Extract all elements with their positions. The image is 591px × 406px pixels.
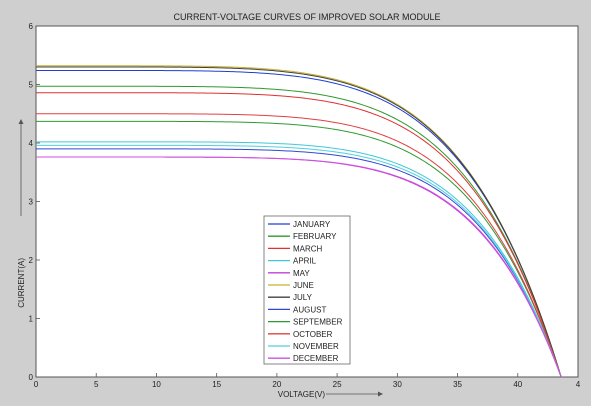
legend-label: MARCH — [293, 244, 323, 253]
series-line-march — [36, 92, 562, 378]
y-tick-label: 2 — [29, 256, 34, 265]
y-axis-arrowhead — [18, 119, 24, 124]
y-tick-label: 0 — [29, 373, 34, 382]
x-axis-label: VOLTAGE(V) — [278, 390, 326, 399]
y-tick-label: 6 — [29, 22, 34, 31]
chart-title: CURRENT-VOLTAGE CURVES OF IMPROVED SOLAR… — [173, 12, 440, 22]
y-axis-label: CURRENT(A) — [17, 258, 26, 308]
legend-label: SEPTEMBER — [293, 318, 343, 327]
series-line-january — [36, 69, 562, 378]
legend-label: DECEMBER — [293, 354, 339, 363]
legend-label: JANUARY — [293, 220, 331, 229]
x-tick-label: 15 — [212, 380, 221, 389]
legend-label: FEBRUARY — [293, 232, 337, 241]
series-line-august — [36, 148, 562, 378]
legend-label: JUNE — [293, 281, 314, 290]
x-tick-label: 5 — [94, 380, 99, 389]
x-tick-label: 4 — [576, 380, 581, 389]
series-line-july — [36, 66, 562, 378]
x-tick-label: 40 — [513, 380, 522, 389]
series-line-november — [36, 144, 562, 378]
series-line-september — [35, 120, 562, 378]
x-tick-label: 25 — [333, 380, 342, 389]
series-layer — [35, 65, 562, 378]
series-line-october — [36, 113, 562, 378]
legend-label: AUGUST — [293, 305, 326, 314]
y-tick-label: 5 — [29, 81, 34, 90]
x-tick-label: 0 — [34, 380, 39, 389]
legend-items: JANUARY FEBRUARY MARCH APRIL MAY JUNE JULY AUGU… — [268, 220, 343, 363]
legend-box — [263, 215, 351, 365]
y-tick-label: 3 — [29, 198, 34, 207]
x-tick-label: 10 — [152, 380, 161, 389]
x-tick-label: 20 — [272, 380, 281, 389]
series-line-april — [36, 141, 562, 378]
x-axis-arrowhead — [378, 391, 383, 397]
legend-label: NOVEMBER — [293, 342, 339, 351]
x-tick-label: 30 — [393, 380, 402, 389]
x-tick-label: 35 — [453, 380, 462, 389]
legend-label: OCTOBER — [293, 330, 333, 339]
legend-label: JULY — [293, 293, 313, 302]
legend-label: MAY — [293, 269, 310, 278]
y-tick-label: 4 — [29, 139, 34, 148]
legend: JANUARY FEBRUARY MARCH APRIL MAY JUNE JULY AUGU… — [263, 215, 351, 365]
legend-label: APRIL — [293, 257, 317, 266]
y-tick-label: 1 — [29, 315, 34, 324]
series-line-february — [36, 85, 562, 378]
series-line-december — [36, 156, 562, 378]
